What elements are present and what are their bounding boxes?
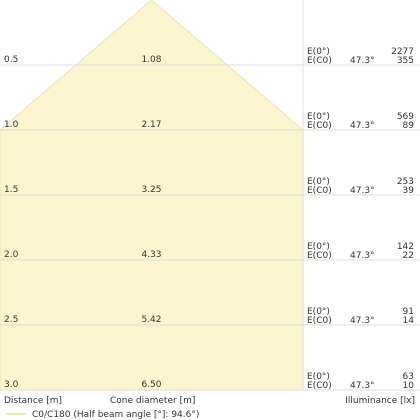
beam-angle-label: 47.3° [350, 381, 375, 391]
e0-value: 142 [397, 242, 414, 252]
e0-label: E(0°) [307, 112, 330, 122]
legend-label: C0/C180 (Half beam angle [°]: 94.6°) [32, 410, 199, 420]
cone-diameter-label: 1.08 [141, 55, 161, 65]
cone-diameter-label: 2.17 [141, 120, 161, 130]
ec0-value: 39 [403, 186, 415, 196]
distance-tick-label: 1.5 [4, 185, 18, 195]
ec0-label: E(C0) [307, 316, 332, 326]
ec0-value: 355 [397, 56, 414, 66]
beam-angle-label: 47.3° [350, 186, 375, 196]
y-axis-label: Distance [m] [4, 396, 62, 406]
beam-angle-label: 47.3° [350, 316, 375, 326]
ec0-label: E(C0) [307, 251, 332, 261]
e0-label: E(0°) [307, 47, 330, 57]
beam-angle-label: 47.3° [350, 56, 375, 66]
e0-value: 63 [403, 372, 414, 382]
ec0-label: E(C0) [307, 121, 332, 131]
ec0-label: E(C0) [307, 381, 332, 391]
e0-label: E(0°) [307, 242, 330, 252]
e0-value: 253 [397, 177, 414, 187]
cone-diameter-label: 3.25 [141, 185, 161, 195]
beam-angle-label: 47.3° [350, 121, 375, 131]
e0-label: E(0°) [307, 372, 330, 382]
distance-tick-label: 3.0 [4, 380, 19, 390]
ec0-label: E(C0) [307, 186, 332, 196]
ec0-value: 10 [403, 381, 415, 391]
cone-diameter-label: 5.42 [141, 315, 161, 325]
illuminance-axis-label: Illuminance [lx] [345, 396, 415, 406]
distance-tick-label: 2.5 [4, 315, 18, 325]
e0-value: 2277 [391, 47, 414, 57]
distance-tick-label: 0.5 [4, 55, 18, 65]
x-axis-label: Cone diameter [m] [110, 396, 195, 406]
distance-tick-label: 1.0 [4, 120, 19, 130]
cone-diameter-label: 4.33 [141, 250, 161, 260]
ec0-value: 14 [403, 316, 415, 326]
ec0-label: E(C0) [307, 56, 332, 66]
e0-label: E(0°) [307, 177, 330, 187]
distance-tick-label: 2.0 [4, 250, 19, 260]
e0-label: E(0°) [307, 307, 330, 317]
e0-value: 91 [403, 307, 414, 317]
beam-angle-label: 47.3° [350, 251, 375, 261]
ec0-value: 22 [403, 251, 414, 261]
ec0-value: 89 [403, 121, 415, 131]
e0-value: 569 [397, 112, 414, 122]
cone-diameter-label: 6.50 [141, 380, 161, 390]
